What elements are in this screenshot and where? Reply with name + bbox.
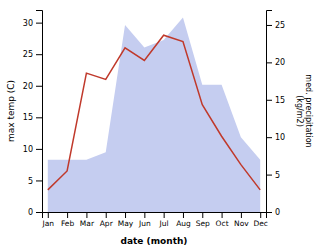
tick-label: 0 (28, 208, 33, 217)
tick-mark (36, 23, 42, 24)
tick-label: Apr (100, 219, 114, 228)
tick-mark (260, 212, 261, 218)
tick: 0 (266, 208, 280, 217)
tick-label: Jul (159, 219, 169, 228)
tick: Dec (253, 212, 268, 228)
y-axis: 0 5 10 15 20 25 30 (23, 11, 43, 218)
tick-label: 20 (275, 58, 285, 67)
tick-mark (266, 175, 272, 176)
tick: 5 (266, 171, 280, 180)
tick: Apr (100, 212, 114, 228)
tick-mark (86, 212, 87, 218)
tick-label: 30 (23, 19, 33, 28)
tick-mark (164, 212, 165, 218)
chart-container: Jan Feb Mar Apr May Jun Jul Aug Sep Oct Nov Dec 0 5 10… (0, 0, 318, 250)
y2-axis-title-line: (kg/m2) (295, 95, 304, 127)
y2-axis: 0 5 10 15 20 25 (266, 11, 285, 218)
tick: 15 (266, 96, 285, 105)
tick-label: 0 (275, 208, 280, 217)
tick-mark (266, 62, 272, 63)
tick-label: Dec (253, 219, 268, 228)
tick-label: 25 (23, 50, 33, 59)
tick-label: Aug (176, 219, 191, 228)
tick-mark (48, 212, 49, 218)
tick-label: 5 (28, 176, 33, 185)
area (48, 17, 260, 212)
tick-mark (36, 86, 42, 87)
axis-line (267, 11, 273, 213)
tick: 10 (266, 133, 285, 142)
tick-label: 15 (275, 96, 285, 105)
y2-axis-title-line: med. precipitation (304, 74, 313, 147)
tick-mark (36, 149, 42, 150)
tick-label: 20 (23, 82, 33, 91)
tick-label: Nov (234, 219, 249, 228)
tick: 25 (23, 50, 42, 59)
tick: Jun (138, 212, 151, 228)
tick-mark (266, 100, 272, 101)
tick-label: 15 (23, 113, 33, 122)
tick-mark (266, 25, 272, 26)
tick-mark (266, 137, 272, 138)
tick: 5 (28, 176, 42, 185)
tick-label: Feb (61, 219, 75, 228)
tick-label: Jun (138, 219, 151, 228)
tick-label: 5 (275, 171, 280, 180)
tick-mark (106, 212, 107, 218)
tick: 25 (266, 21, 285, 30)
x-axis: Jan Feb Mar Apr May Jun Jul Aug Sep Oct Nov Dec (42, 212, 268, 228)
chart-svg: Jan Feb Mar Apr May Jun Jul Aug Sep Oct Nov Dec 0 5 10… (0, 0, 318, 250)
y-axis-title: max temp (C) (6, 80, 16, 142)
tick: May (118, 212, 134, 228)
tick-mark (36, 180, 42, 181)
tick-mark (36, 117, 42, 118)
marks (48, 17, 260, 212)
tick-mark (36, 212, 42, 213)
tick-label: 25 (275, 21, 285, 30)
tick: Nov (234, 212, 249, 228)
y2-axis-title: med. precipitation(kg/m2) (295, 74, 313, 147)
x-axis-title: date (month) (121, 236, 188, 246)
tick: Sep (196, 212, 210, 228)
tick-mark (202, 212, 203, 218)
tick-label: May (118, 219, 134, 228)
axis-line (43, 213, 267, 219)
tick-label: Jan (42, 219, 55, 228)
tick: 20 (23, 82, 42, 91)
tick: Oct (216, 212, 229, 228)
tick-label: Oct (216, 219, 229, 228)
line (48, 35, 260, 190)
tick: Aug (176, 212, 191, 228)
tick: 10 (23, 145, 42, 154)
tick: 0 (28, 208, 42, 217)
tick-mark (144, 212, 145, 218)
axis-line (36, 11, 43, 213)
tick: Mar (80, 212, 95, 228)
tick-mark (266, 212, 272, 213)
tick-mark (36, 54, 42, 55)
tick-label: 10 (23, 145, 33, 154)
tick-mark (67, 212, 68, 218)
tick-mark (241, 212, 242, 218)
tick-label: Sep (196, 219, 210, 228)
tick-mark (183, 212, 184, 218)
tick-label: 10 (275, 133, 285, 142)
tick-mark (222, 212, 223, 218)
tick: 20 (266, 58, 285, 67)
tick: 30 (23, 19, 42, 28)
tick: Feb (61, 212, 75, 228)
tick: Jan (42, 212, 55, 228)
tick-mark (125, 212, 126, 218)
tick: 15 (23, 113, 42, 122)
plot-root: Jan Feb Mar Apr May Jun Jul Aug Sep Oct Nov Dec 0 5 10… (6, 11, 313, 247)
tick-label: Mar (80, 219, 95, 228)
tick: Jul (159, 212, 169, 228)
